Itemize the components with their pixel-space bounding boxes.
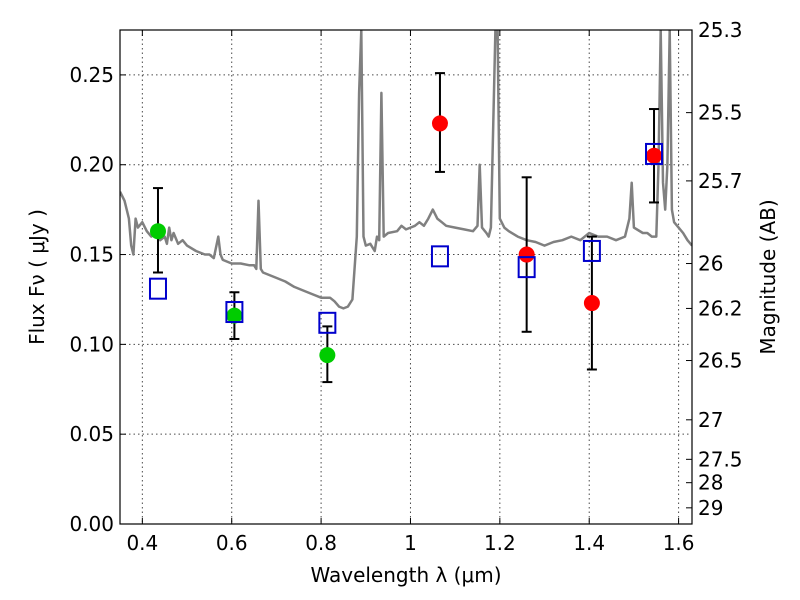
x-tick-label: 0.6 — [216, 531, 248, 555]
model-square — [517, 256, 536, 279]
right-tick-label: 26 — [698, 252, 723, 276]
x-tick-label: 1 — [404, 531, 417, 555]
data-point — [319, 347, 336, 364]
x-tick-label: 1.6 — [663, 531, 695, 555]
y-tick-label: 0.05 — [69, 422, 114, 446]
model-square — [318, 311, 337, 334]
grid-lines — [120, 30, 692, 525]
data-point — [518, 246, 535, 263]
y-tick-label: 0.20 — [69, 153, 114, 177]
plot-frame — [119, 29, 693, 525]
x-tick-label: 1.2 — [484, 531, 516, 555]
x-axis-title: Wavelength λ (μm) — [310, 563, 501, 587]
right-tick-label: 26.5 — [698, 349, 743, 373]
model-square — [430, 245, 449, 268]
data-point — [226, 307, 243, 324]
y-tick-label: 0.15 — [69, 243, 114, 267]
model-square — [582, 239, 601, 262]
y-tick-label: 0.25 — [69, 63, 114, 87]
x-tick-label: 0.4 — [126, 531, 158, 555]
data-point — [583, 295, 600, 312]
right-tick-label: 25.7 — [698, 169, 743, 193]
right-tick-label: 25.5 — [698, 101, 743, 125]
right-tick-label: 28 — [698, 471, 723, 495]
right-axis-title: Magnitude (AB) — [756, 199, 780, 354]
x-tick-label: 1.4 — [573, 531, 605, 555]
right-tick-label: 27.5 — [698, 447, 743, 471]
right-tick-label: 27 — [698, 408, 723, 432]
y-axis-title: Flux Fν ( μJy ) — [25, 209, 49, 345]
right-tick-label: 29 — [698, 496, 723, 520]
y-tick-label: 0.00 — [69, 512, 114, 536]
model-square — [225, 301, 244, 324]
data-point — [646, 147, 663, 164]
x-tick-label: 0.8 — [305, 531, 337, 555]
spectrum-line — [120, 30, 692, 310]
axes: 0.4 0.6 0.8 1 1.2 1.4 1.6 0.00 0.05 0.10 0.15 0.20 0… — [69, 18, 742, 555]
markers — [148, 72, 664, 384]
model-square — [645, 142, 664, 165]
right-tick-label: 25.3 — [698, 18, 743, 42]
data-point — [431, 115, 448, 132]
model-square — [148, 277, 167, 300]
plot-area — [120, 30, 692, 310]
data-point — [149, 223, 166, 240]
y-tick-label: 0.10 — [69, 332, 114, 356]
right-tick-label: 26.2 — [698, 296, 743, 320]
